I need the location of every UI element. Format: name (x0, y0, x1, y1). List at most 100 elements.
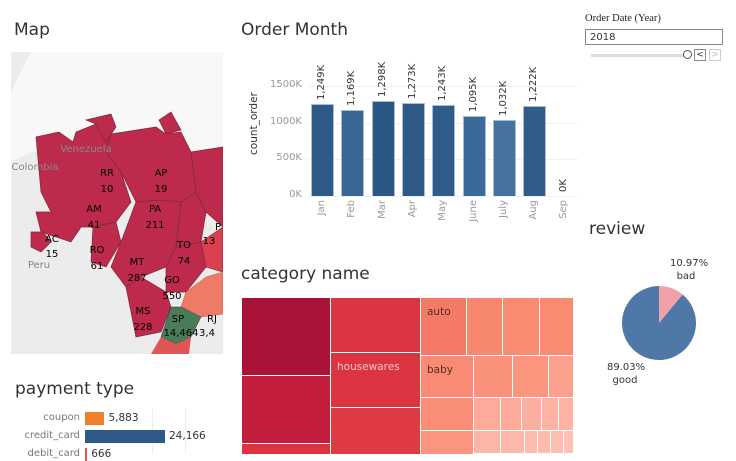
state-label: RJ (207, 314, 217, 325)
state-value: 10 (101, 184, 114, 195)
bar-jan[interactable] (311, 104, 334, 196)
pie-slice-bad[interactable] (659, 286, 683, 323)
treemap-label: housewares (337, 361, 400, 373)
gridline (185, 408, 186, 454)
state-value: 287 (127, 273, 146, 284)
treemap-cell[interactable] (474, 431, 501, 454)
treemap-cell-auto[interactable]: auto (421, 298, 467, 356)
state-label: RR (100, 168, 114, 179)
x-tick-label: June (467, 200, 479, 222)
year-slider-track[interactable] (591, 54, 686, 57)
state-low (30, 111, 223, 338)
treemap-cell[interactable] (501, 431, 525, 454)
pie-percent-bad: 10.97% (670, 258, 709, 269)
treemap-cell-baby[interactable]: baby (421, 356, 474, 398)
state-mg[interactable] (200, 226, 223, 273)
state-label: PA (149, 204, 161, 215)
bar-value-label: 1,222K (528, 67, 540, 103)
treemap-cell[interactable] (242, 298, 331, 376)
state-am[interactable] (35, 123, 132, 243)
treemap-cell[interactable] (540, 298, 574, 356)
x-tick-label: Jan (316, 200, 327, 216)
treemap-cell[interactable] (538, 431, 551, 454)
state-pr[interactable] (151, 337, 191, 354)
payment-title: payment type (15, 379, 135, 399)
state-ro[interactable] (90, 221, 122, 268)
country-label: Peru (28, 260, 50, 271)
review-pie[interactable] (621, 285, 697, 361)
bar-aug[interactable] (523, 106, 547, 196)
bar-value-label: 1,095K (467, 76, 479, 112)
x-tick-label: Aug (528, 200, 540, 220)
treemap-cell[interactable] (503, 298, 540, 356)
state-label: SP (172, 314, 184, 325)
state-pi[interactable] (190, 146, 223, 228)
treemap-cell[interactable] (331, 298, 421, 353)
state-value: 228 (133, 322, 152, 333)
payment-bar-credit_card[interactable] (85, 430, 165, 443)
treemap-cell[interactable] (525, 431, 538, 454)
state-ac[interactable] (30, 231, 52, 253)
state-label: AC (45, 234, 59, 245)
bar-july[interactable] (492, 120, 516, 196)
treemap-cell[interactable] (542, 398, 559, 431)
treemap-label: baby (427, 364, 453, 376)
year-slider-handle[interactable] (683, 50, 692, 59)
treemap-cell[interactable] (474, 398, 501, 431)
x-tick-label: Apr (406, 200, 418, 218)
gridline (308, 86, 578, 87)
treemap-cell[interactable] (421, 431, 474, 454)
treemap-cell[interactable] (564, 431, 574, 454)
pie-name-good: good (612, 375, 638, 386)
treemap-cell[interactable] (242, 444, 331, 454)
treemap-cell[interactable] (474, 356, 513, 398)
treemap-cell[interactable] (331, 408, 421, 454)
bar-mar[interactable] (371, 100, 395, 196)
treemap-cell[interactable] (551, 431, 564, 454)
payment-value-label: 666 (91, 448, 112, 460)
bar-apr[interactable] (401, 102, 425, 196)
y-axis-label: count_order (248, 92, 260, 155)
payment-category-label: credit_card (24, 430, 81, 441)
payment-bar-debit_card[interactable] (85, 448, 88, 461)
pie-label-bad: 10.97% bad (670, 258, 709, 282)
state-label: AM (86, 204, 101, 215)
bar-value-label: 1,169K (346, 71, 358, 107)
y-tick-label: 1500K (269, 79, 302, 90)
year-filter-input[interactable]: 2018 (585, 29, 723, 45)
treemap-cell[interactable] (549, 356, 574, 398)
y-tick-label: 500K (276, 152, 302, 164)
map[interactable]: Colombia Venezuela Peru RR 10 AP 19 AM 4… (11, 52, 223, 354)
state-value: 13 (203, 236, 216, 247)
treemap-cell-housewares[interactable]: housewares (331, 353, 421, 408)
gridline (308, 196, 578, 197)
payment-bar-coupon[interactable] (85, 412, 105, 425)
bar-value-label: 1,249K (316, 65, 327, 101)
pie-percent-good: 89.03% (607, 362, 646, 373)
state-label: MT (130, 257, 146, 268)
bar-may[interactable] (432, 104, 456, 196)
treemap-cell[interactable] (513, 356, 549, 398)
state-to[interactable] (175, 191, 207, 248)
bar-value-label: 1,298K (376, 61, 388, 97)
treemap-cell[interactable] (522, 398, 542, 431)
treemap-cell[interactable] (501, 398, 522, 431)
state-ap[interactable] (158, 111, 182, 135)
filter-label: Order Date (Year) (585, 13, 661, 24)
state-label: MS (136, 306, 151, 317)
state-value: 550 (162, 291, 181, 302)
bar-value-label: 0K (558, 179, 570, 192)
treemap-cell[interactable] (421, 398, 474, 431)
category-title: category name (241, 264, 370, 284)
treemap-cell[interactable] (559, 398, 574, 431)
next-year-button[interactable]: > (709, 49, 721, 61)
x-tick-label: Feb (346, 200, 358, 218)
treemap-cell[interactable] (467, 298, 503, 356)
x-tick-label: July (497, 200, 509, 218)
state-value: 211 (145, 220, 164, 231)
treemap-cell[interactable] (242, 376, 331, 444)
category-treemap[interactable]: housewares auto baby (242, 298, 574, 454)
bar-feb[interactable] (341, 110, 365, 196)
bar-june[interactable] (462, 115, 486, 196)
previous-year-button[interactable]: < (694, 49, 706, 61)
